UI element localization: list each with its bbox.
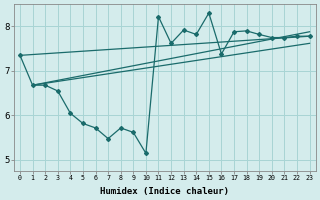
X-axis label: Humidex (Indice chaleur): Humidex (Indice chaleur)	[100, 187, 229, 196]
